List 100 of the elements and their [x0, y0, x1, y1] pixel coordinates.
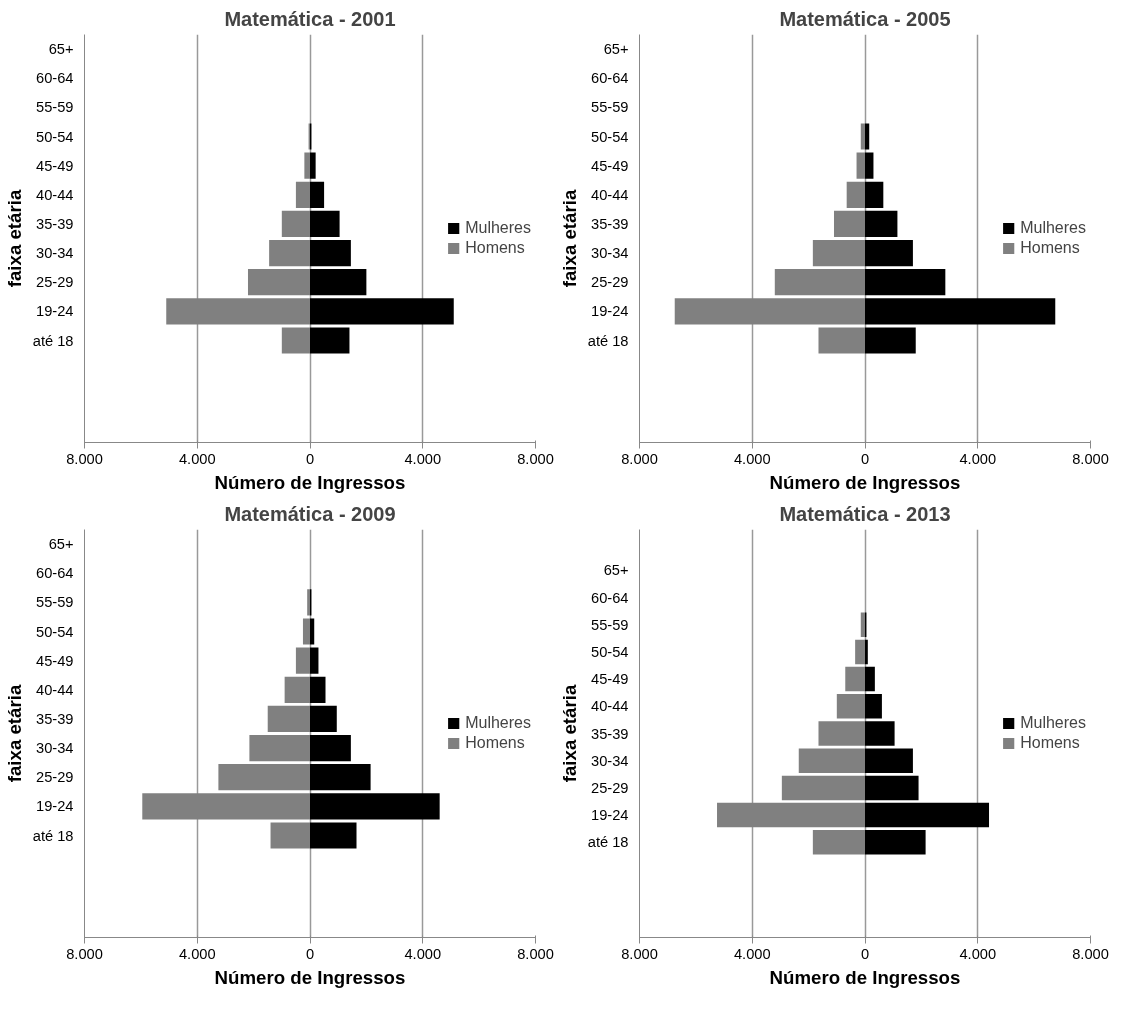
- y-tick-label: 25-29: [591, 274, 629, 291]
- y-tick-label: 30-34: [36, 740, 74, 757]
- bar: [865, 639, 868, 665]
- y-axis-title: faixa etária: [558, 684, 580, 783]
- bar: [310, 269, 367, 296]
- legend-label: Mulheres: [465, 714, 531, 732]
- bar: [310, 822, 357, 849]
- x-axis-title: Número de Ingressos: [769, 966, 961, 988]
- bar: [865, 298, 1056, 325]
- y-tick-label: 55-59: [591, 616, 629, 633]
- y-tick-label: até 18: [587, 332, 629, 349]
- x-tick-label: 8.000: [621, 945, 658, 962]
- y-tick-label: 40-44: [591, 186, 629, 203]
- bar: [865, 239, 913, 267]
- chart-title: Matemática - 2001: [224, 7, 396, 30]
- y-tick-label: 35-39: [36, 215, 74, 232]
- y-tick-label: 40-44: [36, 681, 74, 698]
- y-tick-label: 19-24: [591, 303, 629, 320]
- bar: [781, 775, 865, 801]
- bar: [856, 152, 865, 179]
- x-tick-label: 8.000: [517, 450, 554, 467]
- x-tick-label: 4.000: [733, 450, 771, 467]
- y-tick-label: 65+: [48, 41, 74, 58]
- bar: [310, 705, 337, 733]
- bar: [860, 612, 865, 637]
- x-tick-label: 8.000: [517, 945, 554, 962]
- bar: [860, 123, 865, 150]
- y-tick-label: 19-24: [36, 798, 74, 815]
- bar: [247, 269, 310, 296]
- bar: [865, 802, 990, 828]
- bar: [284, 676, 310, 703]
- bar: [310, 327, 350, 354]
- bar: [310, 734, 351, 762]
- bar: [865, 327, 916, 354]
- bar: [310, 239, 351, 267]
- y-tick-label: 45-49: [591, 671, 629, 688]
- y-tick-label: 50-54: [591, 643, 629, 660]
- x-tick-label: 8.000: [621, 450, 658, 467]
- bar: [269, 239, 310, 267]
- y-tick-label: 40-44: [36, 186, 74, 203]
- bar: [142, 793, 310, 820]
- x-tick-label: 4.000: [959, 945, 997, 962]
- bar: [281, 210, 310, 238]
- y-tick-label: 45-49: [36, 652, 74, 669]
- y-tick-label: até 18: [32, 827, 74, 844]
- bar: [717, 802, 865, 828]
- chart-title: Matemática - 2005: [779, 7, 951, 30]
- bar: [310, 298, 454, 325]
- bar: [845, 666, 865, 692]
- bar: [310, 647, 319, 674]
- x-tick-label: 0: [860, 450, 870, 467]
- y-tick-label: 65+: [603, 41, 629, 58]
- y-tick-label: 60-64: [36, 565, 74, 582]
- bar: [166, 298, 310, 325]
- bar: [270, 822, 310, 849]
- y-tick-label: 40-44: [591, 698, 629, 715]
- y-tick-label: 19-24: [36, 303, 74, 320]
- y-tick-label: 19-24: [591, 807, 629, 824]
- y-tick-label: 55-59: [36, 99, 74, 116]
- y-tick-label: 65+: [603, 562, 629, 579]
- y-tick-label: 35-39: [36, 710, 74, 727]
- x-tick-label: 4.000: [178, 450, 216, 467]
- bar: [310, 181, 325, 208]
- bar: [812, 239, 865, 267]
- x-axis-title: Número de Ingressos: [214, 966, 406, 988]
- bar: [249, 734, 310, 762]
- bar: [281, 327, 310, 354]
- y-tick-label: 45-49: [591, 157, 629, 174]
- y-axis-title: faixa etária: [3, 684, 25, 783]
- bar: [865, 269, 946, 296]
- y-axis-title: faixa etária: [3, 189, 25, 288]
- y-tick-label: 35-39: [591, 725, 629, 742]
- bar: [846, 181, 865, 208]
- y-tick-label: até 18: [587, 834, 629, 851]
- y-tick-label: 50-54: [36, 623, 74, 640]
- legend-label: Homens: [1020, 734, 1080, 752]
- bar: [304, 152, 310, 179]
- bar: [310, 793, 440, 820]
- x-tick-label: 8.000: [66, 945, 103, 962]
- y-tick-label: 30-34: [591, 245, 629, 262]
- y-tick-label: 30-34: [36, 245, 74, 262]
- bar: [865, 123, 870, 150]
- bar: [865, 748, 913, 773]
- y-tick-label: 25-29: [36, 274, 74, 291]
- y-tick-label: 60-64: [591, 70, 629, 87]
- legend-label: Homens: [465, 734, 525, 752]
- y-tick-label: 60-64: [36, 70, 74, 87]
- legend-label: Mulheres: [1020, 219, 1086, 237]
- bar: [865, 666, 875, 692]
- bar: [865, 210, 898, 238]
- y-tick-label: 25-29: [36, 769, 74, 786]
- bar: [865, 721, 895, 746]
- y-tick-label: 50-54: [591, 128, 629, 145]
- x-tick-label: 0: [305, 945, 315, 962]
- bar: [310, 152, 316, 179]
- bar: [865, 775, 919, 801]
- y-tick-label: 65+: [48, 536, 74, 553]
- bar: [774, 269, 865, 296]
- y-tick-label: 50-54: [36, 128, 74, 145]
- legend-label: Homens: [465, 239, 525, 257]
